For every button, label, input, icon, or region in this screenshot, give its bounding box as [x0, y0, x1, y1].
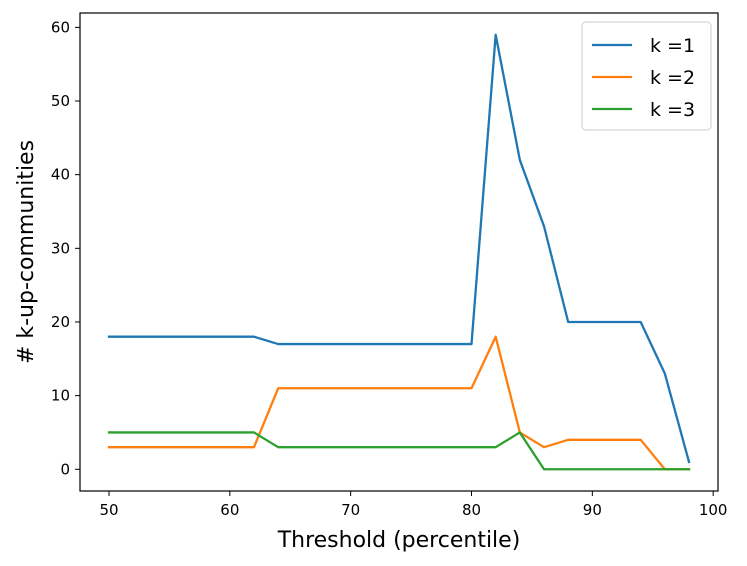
y-tick-label: 50 [51, 92, 70, 110]
y-axis-label: # k-up-communities [14, 140, 39, 364]
legend-label: k =2 [650, 67, 695, 89]
series-line-k1 [107, 33, 691, 464]
y-tick-label: 20 [51, 313, 70, 331]
series-line-k3 [107, 431, 691, 471]
x-axis: 50 60 70 80 90 100 [99, 491, 727, 519]
y-tick-label: 0 [60, 460, 70, 478]
x-tick-label: 80 [462, 501, 481, 519]
series-layer [107, 33, 691, 471]
y-tick-label: 40 [51, 166, 70, 184]
y-tick-label: 30 [51, 239, 70, 257]
x-tick-label: 60 [220, 501, 239, 519]
plot-frame [79, 12, 719, 492]
legend-label: k =1 [650, 35, 695, 57]
x-tick-label: 90 [583, 501, 602, 519]
x-tick-label: 70 [341, 501, 360, 519]
legend-label: k =3 [650, 99, 695, 121]
y-tick-label: 60 [51, 18, 70, 36]
y-tick-label: 10 [51, 387, 70, 405]
y-axis: 0 10 20 30 40 50 60 [51, 18, 80, 478]
legend: k =1 k =2 k =3 [581, 21, 712, 131]
x-tick-label: 100 [699, 501, 728, 519]
legend-box [581, 21, 712, 131]
x-tick-label: 50 [99, 501, 118, 519]
series-line-k2 [107, 335, 691, 471]
x-axis-label: Threshold (percentile) [277, 528, 521, 553]
